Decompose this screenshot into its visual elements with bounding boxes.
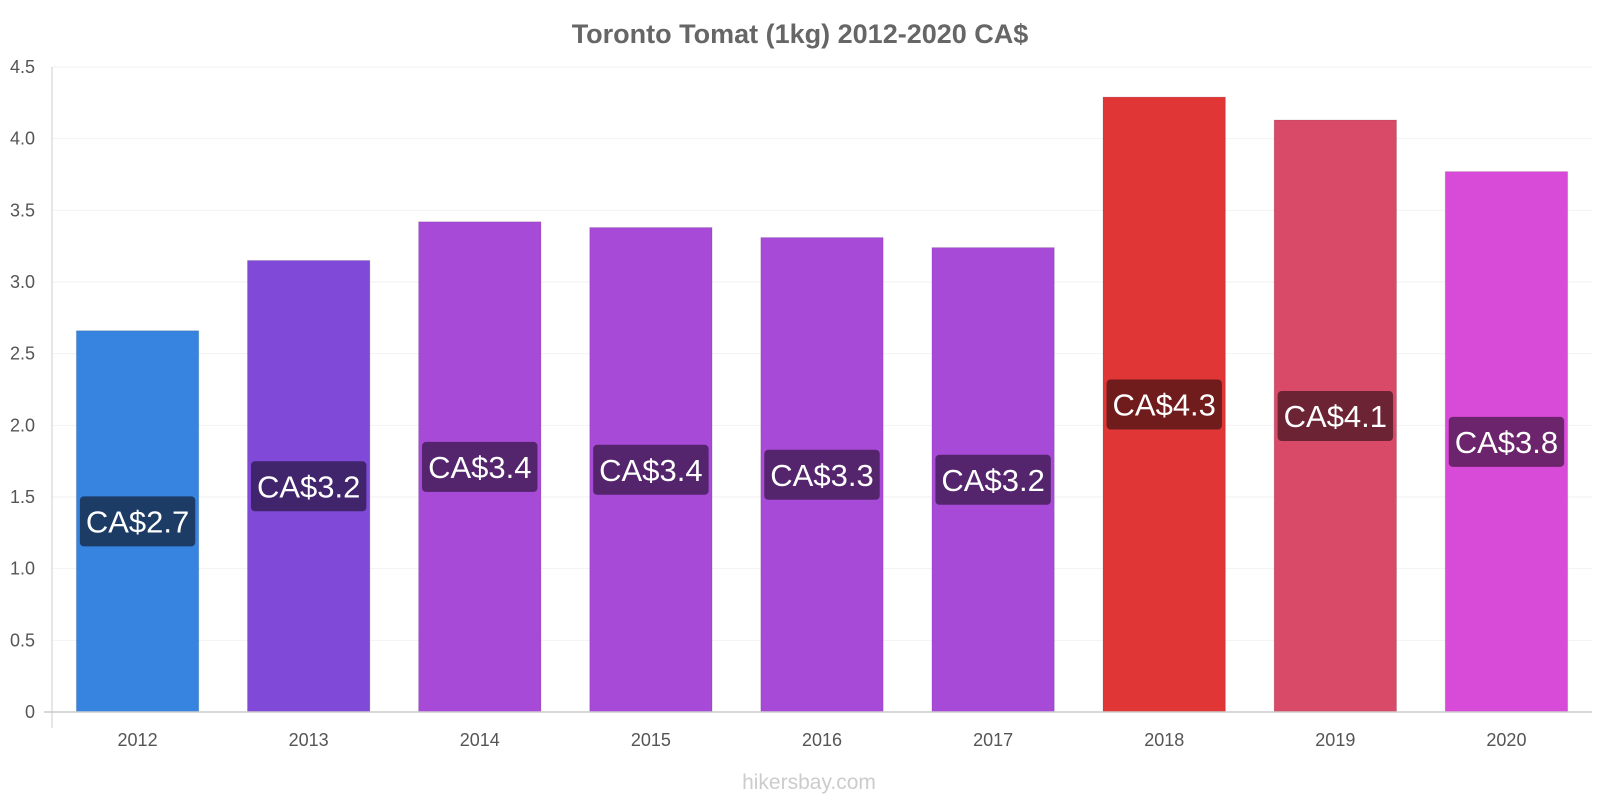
y-tick-label: 3.0 — [10, 272, 35, 292]
data-label-background — [1277, 391, 1394, 442]
data-label-text: CA$3.4 — [428, 450, 531, 485]
x-tick-label: 2019 — [1315, 730, 1355, 750]
data-label-2019: CA$4.1 — [1277, 391, 1394, 442]
y-tick-label: 2.0 — [10, 415, 35, 435]
y-tick-label: 1.0 — [10, 559, 35, 579]
chart-title: Toronto Tomat (1kg) 2012-2020 CA$ — [572, 19, 1029, 49]
axes: 0 0.5 1.0 1.5 2.0 2.5 3.0 3.5 4.0 4.5 2012 2013 2014… — [10, 57, 1592, 750]
watermark: hikersbay.com — [742, 771, 876, 794]
data-label-2013: CA$3.2 — [250, 461, 367, 512]
x-tick-label: 2015 — [631, 730, 671, 750]
data-label-2020: CA$3.8 — [1448, 416, 1565, 467]
x-tick-label: 2020 — [1486, 730, 1526, 750]
data-label-text: CA$3.2 — [941, 463, 1044, 498]
y-tick-label: 0 — [25, 702, 35, 722]
y-tick-label: 3.5 — [10, 200, 35, 220]
data-label-text: CA$2.7 — [86, 504, 189, 539]
data-label-2012: CA$2.7 — [79, 496, 196, 547]
data-label-2016: CA$3.3 — [764, 449, 880, 500]
y-tick-label: 4.0 — [10, 129, 35, 149]
data-label-2014: CA$3.4 — [422, 441, 538, 492]
data-label-2015: CA$3.4 — [593, 444, 709, 495]
x-tick-label: 2014 — [460, 730, 500, 750]
y-tick-label: 0.5 — [10, 630, 35, 650]
y-tick-label: 4.5 — [10, 57, 35, 77]
data-label-background — [593, 444, 709, 495]
data-label-2017: CA$3.2 — [935, 454, 1051, 505]
x-tick-label: 2017 — [973, 730, 1013, 750]
data-labels: CA$2.7 CA$3.2 CA$3.4 CA$3.4 CA$3.3 CA$3.2 CA$4… — [79, 379, 1565, 547]
y-tick-label: 2.5 — [10, 344, 35, 364]
data-label-background — [250, 461, 367, 512]
x-tick-label: 2018 — [1144, 730, 1184, 750]
data-label-text: CA$4.1 — [1284, 399, 1387, 434]
data-label-2018: CA$4.3 — [1106, 379, 1222, 430]
x-tick-label: 2012 — [118, 730, 158, 750]
data-label-background — [1106, 379, 1222, 430]
data-label-background — [422, 441, 538, 492]
y-tick-label: 1.5 — [10, 487, 35, 507]
data-label-text: CA$4.3 — [1113, 388, 1216, 423]
data-label-background — [935, 454, 1051, 505]
x-tick-label: 2013 — [289, 730, 329, 750]
data-label-background — [1448, 416, 1565, 467]
data-label-text: CA$3.2 — [257, 469, 360, 504]
data-label-background — [764, 449, 880, 500]
data-label-text: CA$3.8 — [1455, 425, 1558, 460]
data-label-background — [79, 496, 196, 547]
x-tick-label: 2016 — [802, 730, 842, 750]
data-label-text: CA$3.3 — [770, 458, 873, 493]
data-label-text: CA$3.4 — [599, 453, 702, 488]
